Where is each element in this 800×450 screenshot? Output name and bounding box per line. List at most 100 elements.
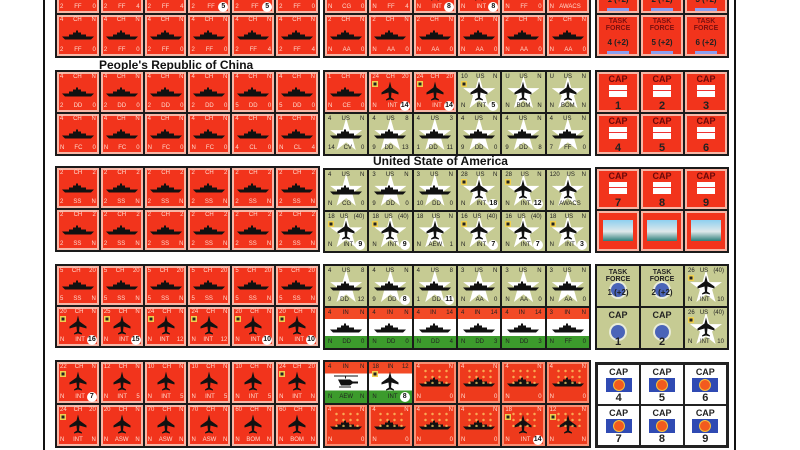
us-ship-counter[interactable]: 4 US N 7 FF 0 [546, 114, 589, 154]
us-aircraft-counter[interactable]: 18 US (40) N INT 9 [369, 211, 412, 251]
us-aircraft-counter[interactable]: 120 US N N AWACS [546, 170, 589, 210]
asean-cap-counter[interactable]: CAP 8 [640, 405, 684, 446]
us-aircraft-counter[interactable]: 16 US (40) N INT 7 [457, 211, 501, 251]
china-ship-counter[interactable]: 4 CH N 5 DD 0 [232, 72, 275, 112]
china-aircraft-counter[interactable]: 12 CH N N INT 5 [100, 362, 143, 403]
us-aircraft-counter[interactable]: 26 US (40) N INT 10 [685, 266, 727, 306]
china-ship-counter[interactable]: 5 CH 20 5 SS N [100, 266, 143, 305]
china-cap-counter[interactable]: CAP 6 [685, 114, 727, 154]
china-aircraft-counter[interactable]: 24 CH 20 N INT N [276, 362, 318, 403]
china-ship-counter[interactable]: 2 CH 2 2 SS N [144, 210, 187, 250]
china-ship-counter[interactable]: 2 CH 2 2 SS N [100, 210, 143, 250]
us-ship-counter[interactable]: 4 US 8 9 DD 12 [325, 266, 368, 306]
china-ship-counter[interactable]: 4 CH N 5 DD 0 [276, 72, 318, 112]
china-aircraft-counter[interactable]: 25 CH N N INT 15 [100, 307, 143, 346]
asean-cap-counter[interactable]: CAP 4 [596, 364, 641, 405]
us-ship-counter[interactable]: 3 US N N AA 0 [502, 266, 545, 306]
india-counter[interactable]: 4 IN 14 N DD 4 [413, 308, 456, 348]
us-aircraft-counter[interactable]: 10 US N N INT 5 [457, 72, 501, 112]
china-task-force-counter[interactable]: TASK FORCE 6 (+2) [685, 15, 727, 56]
china-ship-counter[interactable]: N FF 4 [369, 0, 412, 13]
india-counter[interactable]: 4 IN N N DD 0 [325, 308, 368, 348]
china-ship-counter[interactable]: 5 CH 20 5 SS N [276, 266, 318, 305]
us-ship-counter[interactable]: 3 US N 10 DD 0 [413, 170, 456, 210]
china-ship-counter[interactable]: 4 CH N N CL 4 [276, 114, 318, 154]
china-aircraft-counter[interactable]: 20 CH N N INT 16 [57, 307, 99, 346]
china-aircraft-counter[interactable]: N INT 8 [413, 0, 456, 13]
china-ship-counter[interactable]: 2 CH 2 2 SS N [232, 210, 275, 250]
us-aircraft-counter[interactable]: U US N N BOM N [502, 72, 545, 112]
china-ship-counter[interactable]: 2 CH 2 2 SS N [276, 168, 318, 208]
china-ship-counter[interactable]: 4 CH N 2 FF 0 [144, 15, 187, 56]
us-task-force-counter[interactable]: TASK FORCE 2 (+2) [641, 266, 683, 306]
china-ship-counter[interactable]: 2 CH 2 2 SS N [100, 168, 143, 208]
china-task-force-counter[interactable]: TASK FORCE 5 (+2) [641, 15, 683, 56]
china-aircraft-counter[interactable]: 24 CH N N INT 12 [144, 307, 187, 346]
china-ship-counter[interactable]: 2 CH N N AA 0 [502, 15, 545, 56]
us-ship-counter[interactable]: 4 US N 9 DD 0 [457, 114, 501, 154]
china-aircraft-counter[interactable]: 60 CH N N BOM N [232, 405, 275, 446]
china-ship-counter[interactable]: 2 FF 4 [100, 0, 143, 13]
china-ship-counter[interactable]: 2 FF 5 [232, 0, 275, 13]
china-ship-counter[interactable]: 2 CH 2 2 SS N [188, 210, 231, 250]
china-aircraft-counter[interactable]: 10 CH N N INT 5 [144, 362, 187, 403]
us-ship-counter[interactable]: 3 US N N AA 0 [457, 266, 501, 306]
china-ship-counter[interactable]: 5 CH 20 5 SS N [232, 266, 275, 305]
china-ship-counter[interactable]: 4 CH N 4 CL 0 [232, 114, 275, 154]
us-ship-counter[interactable]: 4 US 3 1 DD 11 [413, 114, 456, 154]
china-aircraft-counter[interactable]: N INT 8 [457, 0, 501, 13]
china-ship-counter[interactable]: N CG 0 [325, 0, 368, 13]
china-aircraft-counter[interactable]: 24 CH N N INT 12 [188, 307, 231, 346]
china-ship-counter[interactable]: 4 CH N N FC 0 [57, 114, 99, 154]
photo-counter[interactable] [685, 211, 727, 251]
china-aircraft-counter[interactable]: 22 CH N N INT 7 [57, 362, 99, 403]
china-ship-counter[interactable]: 4 CH N N FC 0 [100, 114, 143, 154]
asean-cap-counter[interactable]: CAP 6 [683, 364, 727, 405]
photo-counter[interactable] [597, 211, 639, 251]
china-aircraft-counter[interactable]: 24 CH 20 N INT N [57, 405, 99, 446]
china-ship-counter[interactable]: 2 CH 2 2 SS N [57, 210, 99, 250]
china-ship-counter[interactable]: 2 FF 0 [276, 0, 318, 13]
china-cap-counter[interactable]: CAP 8 [641, 169, 683, 209]
china-ship-counter[interactable]: 2 CH 2 2 SS N [188, 168, 231, 208]
china-ship-counter[interactable]: N FF 0 [502, 0, 545, 13]
us-aircraft-counter[interactable]: 16 US (40) N INT 7 [502, 211, 545, 251]
china-ship-counter[interactable]: 4 CH N 2 FF 4 [276, 15, 318, 56]
us-ship-counter[interactable]: 4 US N 14 CV 0 [325, 114, 368, 154]
china-ship-counter[interactable]: 4 CH N 2 FF 4 [232, 15, 275, 56]
china-ship-counter[interactable]: 2 CH N N AA 0 [457, 15, 501, 56]
us-aircraft-counter[interactable]: 28 US N N INT 18 [457, 170, 501, 210]
china-ship-counter[interactable]: 4 CH N 2 DD 0 [100, 72, 143, 112]
china-night-aircraft-counter[interactable]: 12 N N N [546, 405, 589, 446]
china-ship-counter[interactable]: 4 CH N 2 DD 0 [144, 72, 187, 112]
india-counter[interactable]: 18 IN 12 N INT 8 [369, 362, 412, 403]
china-cap-counter[interactable]: CAP 4 [597, 114, 639, 154]
china-aircraft-counter[interactable]: 70 CH N N ASW N [144, 405, 187, 446]
us-aircraft-counter[interactable]: U US N N BOM N [546, 72, 589, 112]
china-ship-counter[interactable]: 4 CH N N FC 0 [188, 114, 231, 154]
china-aircraft-counter[interactable]: 20 CH N N ASW N [100, 405, 143, 446]
china-ship-counter[interactable]: N AWACS [546, 0, 589, 13]
china-aircraft-counter[interactable]: 10 CH N N INT 5 [188, 362, 231, 403]
us-task-force-counter[interactable]: TASK FORCE 1 (+2) [597, 266, 639, 306]
china-aircraft-counter[interactable]: 60 CH N N BOM N [276, 405, 318, 446]
india-counter[interactable]: 4 IN N N DD 0 [369, 308, 412, 348]
us-cap-counter[interactable]: CAP 1 [597, 308, 639, 348]
china-ship-counter[interactable]: 2 FF 5 [188, 0, 231, 13]
china-ship-counter[interactable]: 4 CH N 2 DD 0 [57, 72, 99, 112]
us-ship-counter[interactable]: 3 US N N AA 0 [546, 266, 589, 306]
china-ship-counter[interactable]: 2 CH 2 2 SS N [232, 168, 275, 208]
china-ship-counter[interactable]: 1 CH N N CE 0 [325, 72, 368, 112]
asean-cap-counter[interactable]: CAP 5 [640, 364, 684, 405]
china-task-force-counter[interactable]: TASK FORCE3 (+2) [685, 0, 727, 13]
china-ship-counter[interactable]: 4 CH N 2 FF 0 [100, 15, 143, 56]
